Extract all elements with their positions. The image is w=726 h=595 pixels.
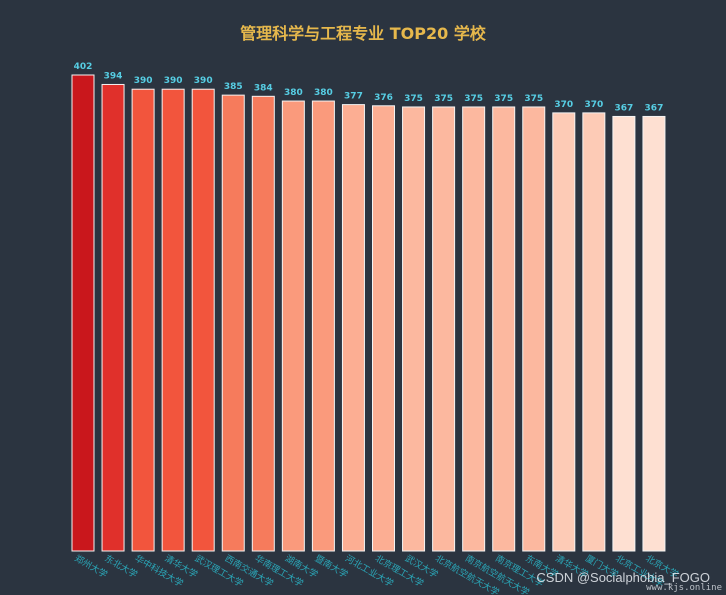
x-tick-label-2: 东北大学 bbox=[103, 552, 140, 580]
bar-16 bbox=[522, 106, 546, 552]
watermark-subtext: www.kjs.online bbox=[646, 583, 722, 593]
bar-9 bbox=[311, 100, 335, 552]
data-label-12: 375 bbox=[404, 94, 423, 104]
watermark-text: CSDN @Socialphobia_FOGO bbox=[536, 570, 710, 585]
bar-5 bbox=[191, 88, 215, 552]
data-label-2: 394 bbox=[104, 71, 123, 81]
data-label-10: 377 bbox=[344, 92, 363, 102]
bar-18 bbox=[582, 112, 606, 552]
bar-20 bbox=[642, 115, 666, 552]
bar-19 bbox=[612, 115, 636, 552]
data-label-9: 380 bbox=[314, 88, 333, 98]
bar-1 bbox=[71, 74, 95, 552]
x-tick-label-1: 郑州大学 bbox=[73, 552, 110, 580]
x-tick-label-9: 暨南大学 bbox=[313, 552, 350, 580]
data-label-18: 370 bbox=[584, 100, 603, 110]
data-label-13: 375 bbox=[434, 94, 453, 104]
bar-2 bbox=[101, 83, 125, 552]
data-label-19: 367 bbox=[615, 103, 634, 113]
data-label-3: 390 bbox=[134, 76, 153, 86]
data-label-6: 385 bbox=[224, 82, 243, 92]
bar-6 bbox=[221, 94, 245, 552]
data-label-15: 375 bbox=[494, 94, 513, 104]
data-label-1: 402 bbox=[74, 62, 93, 72]
data-label-8: 380 bbox=[284, 88, 303, 98]
data-label-20: 367 bbox=[645, 103, 664, 113]
data-label-14: 375 bbox=[464, 94, 483, 104]
data-label-7: 384 bbox=[254, 83, 273, 93]
data-label-17: 370 bbox=[554, 100, 573, 110]
bar-10 bbox=[341, 104, 365, 552]
bar-8 bbox=[281, 100, 305, 552]
bar-13 bbox=[432, 106, 456, 552]
data-label-5: 390 bbox=[194, 76, 213, 86]
bar-15 bbox=[492, 106, 516, 552]
bar-4 bbox=[161, 88, 185, 552]
bar-14 bbox=[462, 106, 486, 552]
data-label-11: 376 bbox=[374, 93, 393, 103]
chart-title: 管理科学与工程专业 TOP20 学校 bbox=[240, 24, 486, 43]
data-label-4: 390 bbox=[164, 76, 183, 86]
bar-11 bbox=[372, 105, 395, 552]
bar-17 bbox=[552, 112, 576, 552]
bar-7 bbox=[251, 95, 275, 552]
bar-12 bbox=[402, 106, 426, 552]
data-label-16: 375 bbox=[524, 94, 543, 104]
bar-3 bbox=[131, 88, 155, 552]
